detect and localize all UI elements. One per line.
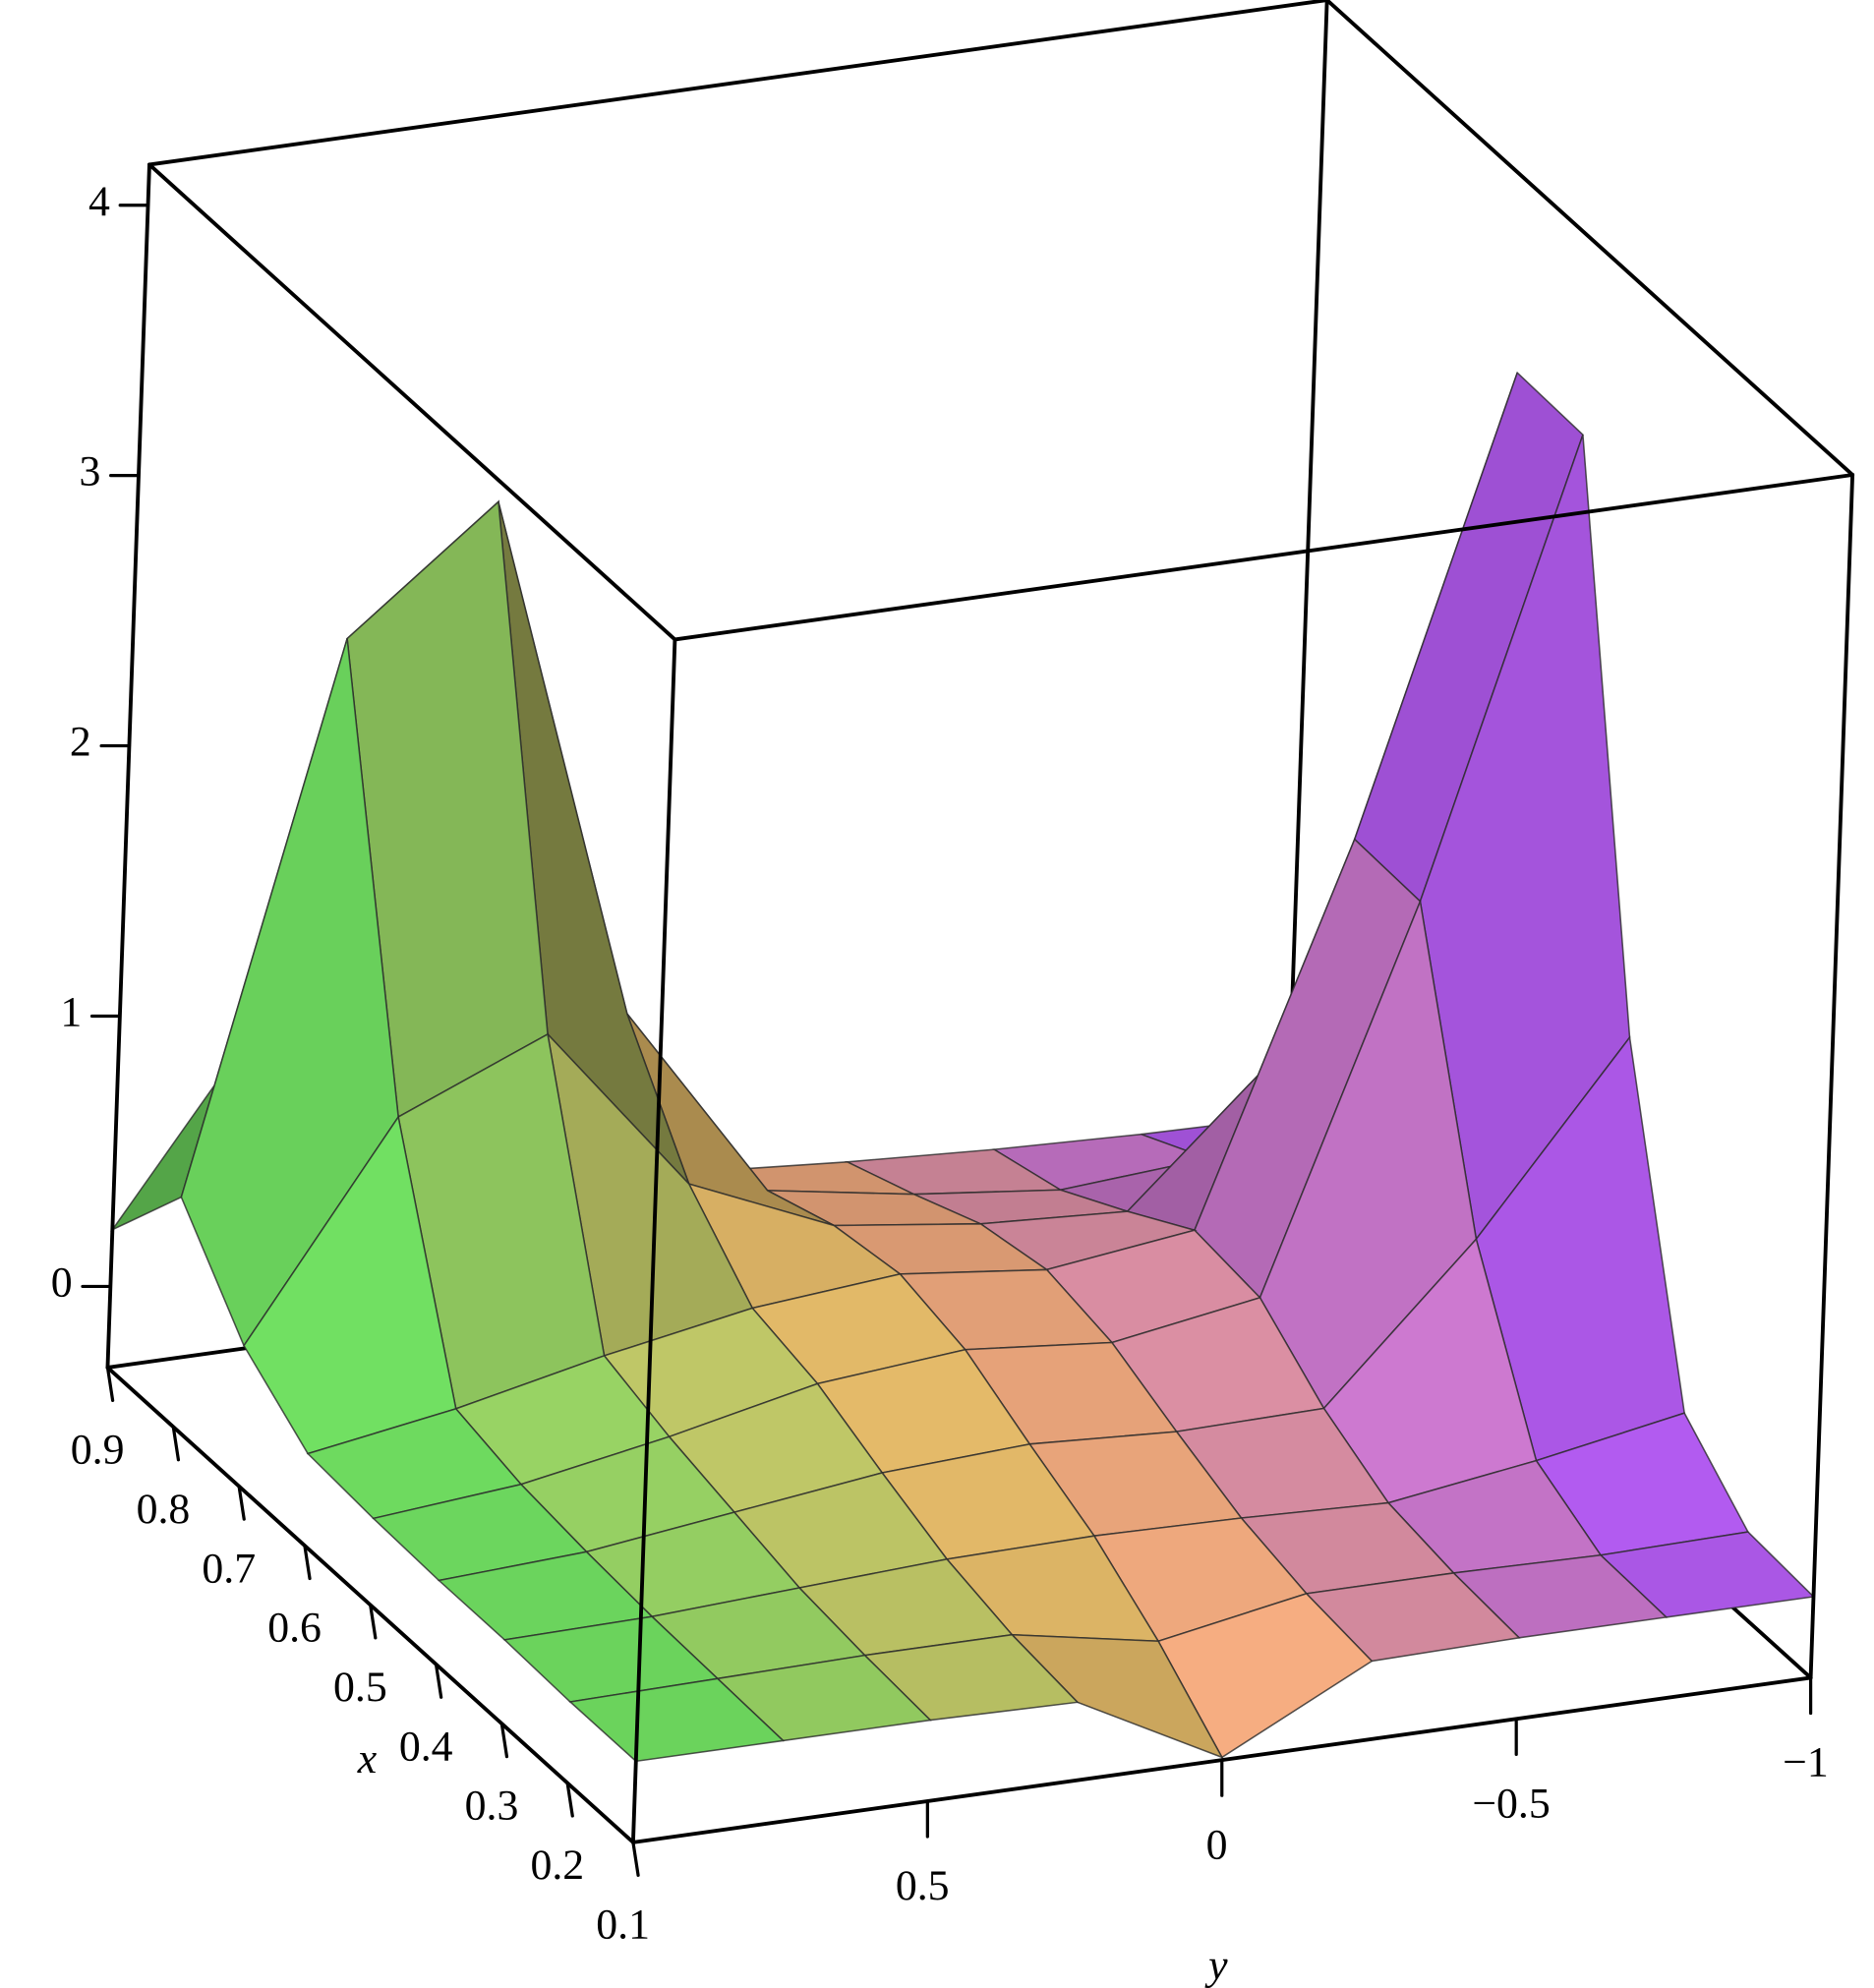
- surface: [110, 371, 1816, 1763]
- z-tick-label: 1: [60, 989, 82, 1036]
- z-tick-label: 4: [88, 178, 110, 225]
- surface-cell: [568, 1677, 786, 1763]
- box-front: [81, 0, 1855, 1877]
- x-axis-label: x: [357, 1735, 378, 1783]
- y-tick-label: 0: [1206, 1821, 1228, 1868]
- z-tick-label: 0: [51, 1258, 73, 1306]
- x-tick-label: 0.9: [71, 1427, 125, 1474]
- z-tick-label: 3: [79, 448, 100, 496]
- y-tick-label: −1: [1783, 1739, 1829, 1786]
- x-tick-label: 0.6: [267, 1605, 322, 1652]
- x-tick-label: 0.2: [530, 1842, 584, 1889]
- x-tick: [565, 1781, 574, 1818]
- y-axis-label: y: [1204, 1942, 1228, 1988]
- box-edge: [105, 162, 151, 1370]
- box-edge: [1324, 0, 1855, 477]
- z-tick-label: 2: [70, 719, 91, 766]
- x-tick-label: 0.4: [399, 1723, 453, 1770]
- x-tick: [499, 1722, 509, 1759]
- box-edge: [630, 637, 677, 1844]
- x-tick-label: 0.8: [137, 1486, 191, 1533]
- x-tick: [171, 1425, 181, 1462]
- box-edge: [147, 0, 1329, 167]
- y-tick-label: 0.5: [896, 1862, 950, 1909]
- x-tick: [237, 1485, 246, 1521]
- box-edge: [673, 473, 1855, 642]
- y-tick-label: −0.5: [1472, 1780, 1550, 1827]
- labels: x y 012340.10.20.30.40.50.60.70.80.90.50…: [51, 178, 1829, 1988]
- box-edge: [1808, 473, 1855, 1680]
- box-edge: [147, 162, 677, 642]
- x-tick-label: 0.7: [202, 1545, 256, 1592]
- x-tick: [303, 1544, 312, 1581]
- x-tick-label: 0.5: [333, 1664, 387, 1711]
- x-tick: [105, 1366, 115, 1403]
- x-tick-label: 0.1: [596, 1900, 650, 1948]
- x-tick: [434, 1663, 443, 1699]
- x-tick: [369, 1603, 378, 1640]
- x-tick: [631, 1841, 640, 1877]
- x-tick-label: 0.3: [465, 1783, 519, 1830]
